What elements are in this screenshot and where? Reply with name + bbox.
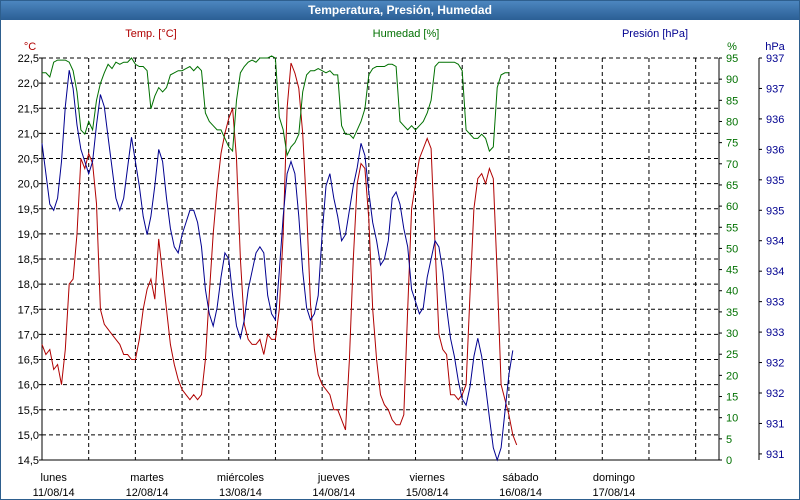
temp-tick-label: 17,0 — [18, 329, 39, 341]
hum-tick-label: 60 — [726, 201, 738, 213]
hum-tick-label: 10 — [726, 413, 738, 425]
hum-tick-label: 30 — [726, 328, 738, 340]
pres-tick-label: 933 — [766, 297, 784, 309]
day-label: martes — [130, 472, 164, 484]
day-label: jueves — [317, 472, 350, 484]
series — [41, 55, 518, 462]
hum-tick-label: 15 — [726, 392, 738, 404]
hum-tick-label: 40 — [726, 286, 738, 298]
hum-tick-label: 75 — [726, 138, 738, 150]
pres-tick-label: 936 — [766, 114, 784, 126]
hum-series-line — [42, 55, 509, 158]
gridlines — [39, 57, 762, 461]
hum-tick-label: 25 — [726, 349, 738, 361]
hum-legend: Humedad [%] — [373, 28, 440, 40]
temp-tick-label: 20,5 — [18, 154, 39, 166]
hum-tick-label: 55 — [726, 222, 738, 234]
temp-tick-label: 19,0 — [18, 229, 39, 241]
temp-tick-label: 21,5 — [18, 103, 39, 115]
pres-tick-label: 931 — [766, 418, 784, 430]
hum-tick-label: 70 — [726, 159, 738, 171]
pres-tick-label: 934 — [766, 266, 784, 278]
pres-tick-label: 936 — [766, 144, 784, 156]
chart-title: Temperatura, Presión, Humedad — [1, 1, 799, 20]
pres-tick-label: 935 — [766, 205, 784, 217]
date-label: 12/08/14 — [126, 487, 169, 499]
pres-tick-label: 937 — [766, 83, 784, 95]
hum-tick-label: 45 — [726, 265, 738, 277]
temp-tick-label: 16,0 — [18, 380, 39, 392]
hum-unit-label: % — [727, 41, 737, 53]
pres-tick-label: 931 — [766, 449, 784, 461]
temp-series-line — [41, 62, 518, 446]
temp-tick-label: 14,5 — [18, 455, 39, 467]
pres-tick-label: 934 — [766, 236, 784, 248]
date-label: 11/08/14 — [33, 487, 75, 499]
hum-tick-label: 5 — [726, 434, 732, 446]
hum-tick-label: 50 — [726, 243, 738, 255]
tick-labels: 14,5 15,0 15,5 16,0 16,5 17,0 17,5 18,0 18,5 19,0… — [18, 53, 785, 499]
temp-tick-label: 19,5 — [18, 204, 39, 216]
pres-tick-label: 932 — [766, 358, 784, 370]
date-label: 16/08/14 — [499, 487, 542, 499]
pres-tick-label: 935 — [766, 175, 784, 187]
day-label: lunes — [41, 472, 68, 484]
axes — [41, 58, 760, 461]
pres-legend: Presión [hPa] — [622, 28, 688, 40]
temp-tick-label: 18,5 — [18, 254, 39, 266]
hum-tick-label: 85 — [726, 95, 738, 107]
hum-tick-label: 65 — [726, 180, 738, 192]
pres-unit-label: hPa — [765, 41, 785, 53]
date-label: 17/08/14 — [593, 487, 636, 499]
hum-tick-label: 90 — [726, 74, 738, 86]
pres-tick-label: 937 — [766, 53, 784, 65]
temp-tick-label: 22,0 — [18, 78, 39, 90]
temp-legend: Temp. [°C] — [125, 28, 176, 40]
day-label: sábado — [503, 472, 539, 484]
temp-tick-label: 17,5 — [18, 304, 39, 316]
hum-tick-label: 0 — [726, 455, 732, 467]
hum-tick-label: 95 — [726, 53, 738, 65]
pres-tick-label: 933 — [766, 327, 784, 339]
temp-tick-label: 15,0 — [18, 430, 39, 442]
hum-tick-label: 80 — [726, 116, 738, 128]
date-label: 14/08/14 — [312, 487, 355, 499]
date-label: 13/08/14 — [219, 487, 262, 499]
day-label: viernes — [409, 472, 445, 484]
temp-tick-label: 22,5 — [18, 53, 39, 65]
temp-tick-label: 21,0 — [18, 128, 39, 140]
date-label: 15/08/14 — [406, 487, 449, 499]
day-label: miércoles — [217, 472, 265, 484]
hum-tick-label: 35 — [726, 307, 738, 319]
day-label: domingo — [593, 472, 635, 484]
temp-tick-label: 15,5 — [18, 405, 39, 417]
temp-tick-label: 20,0 — [18, 179, 39, 191]
temp-tick-label: 16,5 — [18, 355, 39, 367]
pres-tick-label: 932 — [766, 388, 784, 400]
hum-tick-label: 20 — [726, 370, 738, 382]
pres-series-line — [41, 70, 514, 462]
temp-unit-label: °C — [24, 41, 36, 53]
temp-tick-label: 18,0 — [18, 279, 39, 291]
